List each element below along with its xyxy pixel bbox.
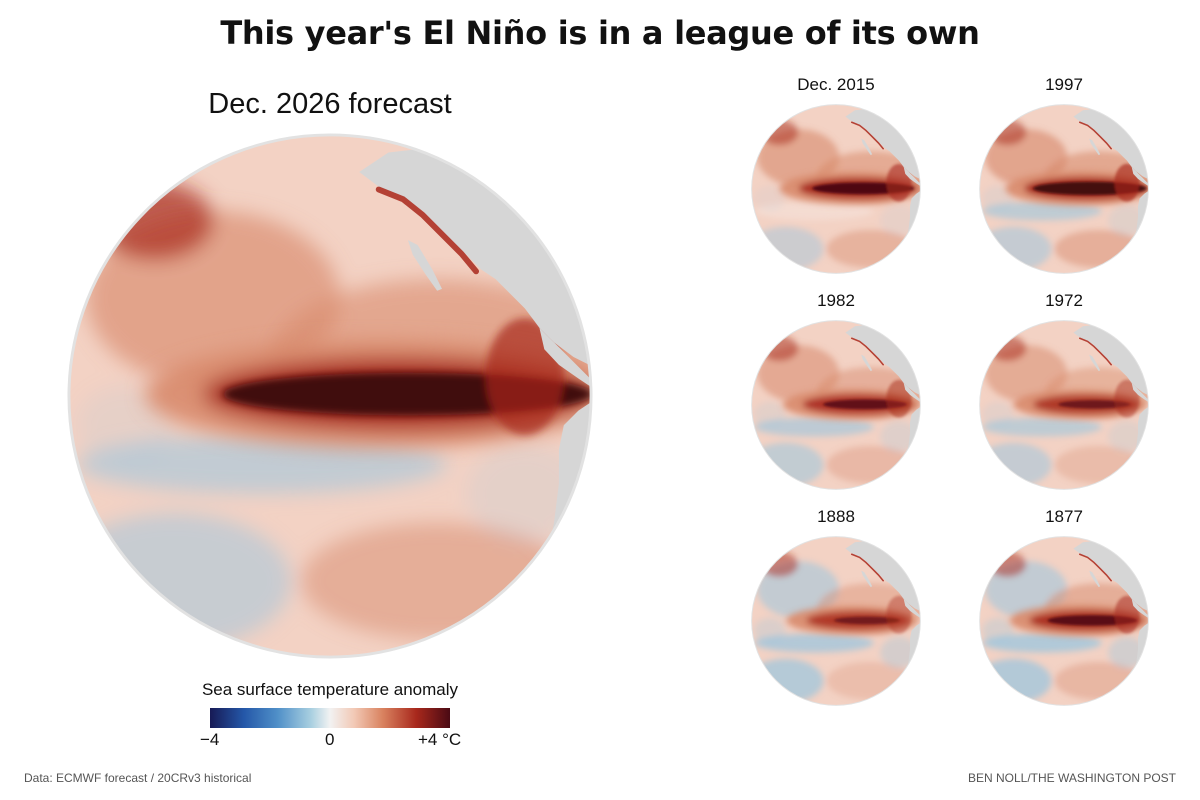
- small-map-label: Dec. 2015: [797, 75, 875, 94]
- small-map-label: 1888: [817, 507, 855, 526]
- chart-title: This year's El Niño is in a league of it…: [220, 14, 980, 52]
- historical-globe-1997: [979, 104, 1149, 274]
- historical-globe-1982: [751, 320, 921, 490]
- historical-globe-2015: [751, 104, 921, 274]
- small-map-label: 1877: [1045, 507, 1083, 526]
- main-map-label: Dec. 2026 forecast: [208, 88, 452, 120]
- legend-title: Sea surface temperature anomaly: [201, 680, 459, 699]
- legend-max-label: +4 °C: [418, 730, 462, 749]
- legend-mid-label: 0: [325, 730, 335, 749]
- credit-note: BEN NOLL/THE WASHINGTON POST: [967, 771, 1176, 785]
- small-map-label: 1997: [1045, 75, 1083, 94]
- legend-min-label: −4: [200, 730, 220, 749]
- source-note: Data: ECMWF forecast / 20CRv3 historical: [24, 771, 252, 785]
- historical-globe-1972: [979, 320, 1149, 490]
- historical-globe-1877: [979, 536, 1149, 706]
- small-map-label: 1972: [1045, 291, 1083, 310]
- legend-color-scale: [210, 708, 450, 728]
- small-map-label: 1982: [817, 291, 855, 310]
- historical-globe-1888: [751, 536, 921, 706]
- main-forecast-globe: [67, 133, 593, 659]
